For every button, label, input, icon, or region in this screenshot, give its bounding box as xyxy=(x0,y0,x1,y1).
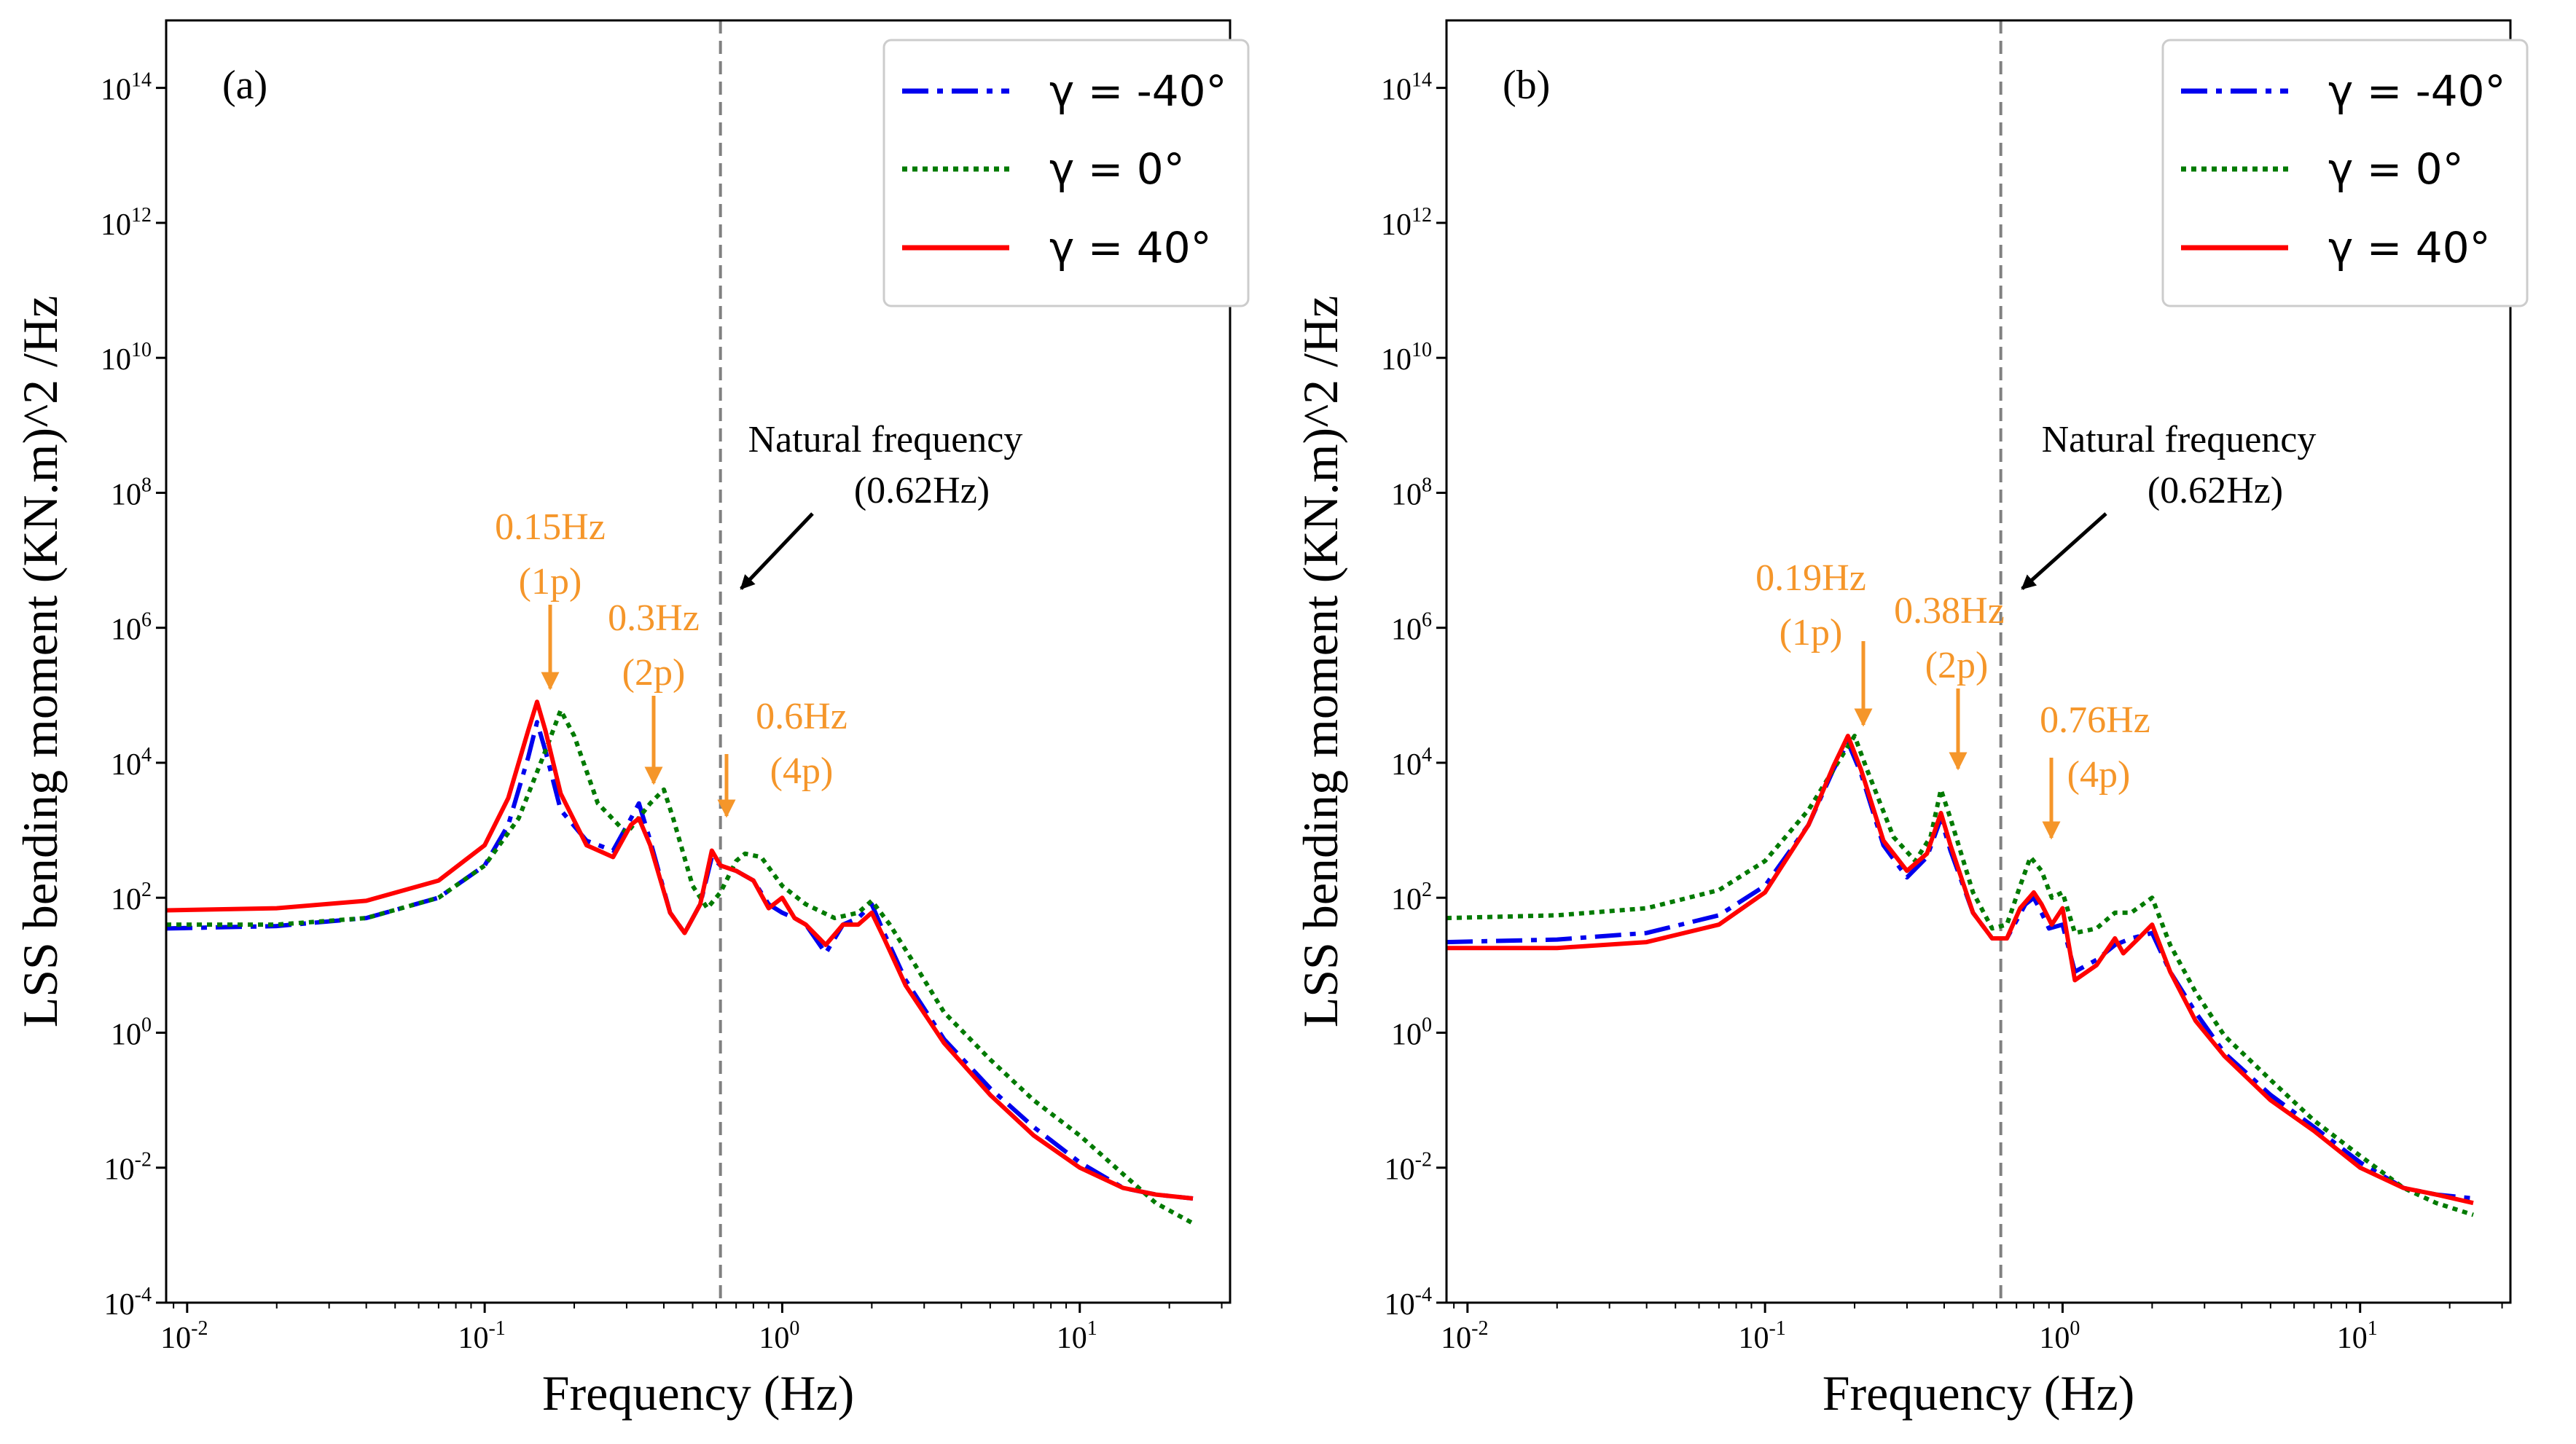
y-tick-label: 106 xyxy=(1391,609,1432,647)
x-tick-label: 10-2 xyxy=(1441,1317,1488,1355)
y-tick-label: 102 xyxy=(1391,879,1432,917)
panel-label: (a) xyxy=(222,63,267,108)
natural-frequency-value: (0.62Hz) xyxy=(2148,470,2283,511)
y-tick-label: 102 xyxy=(111,879,152,917)
annotation-2p-order: (2p) xyxy=(622,652,686,694)
y-tick-label: 108 xyxy=(1391,474,1432,511)
y-tick-label: 104 xyxy=(1391,744,1432,782)
plot-frame xyxy=(1445,19,2512,1304)
plot-frame xyxy=(165,19,1232,1304)
x-tick-label: 100 xyxy=(759,1317,799,1355)
y-tick-label: 10-2 xyxy=(104,1149,152,1187)
series-line-neg40 xyxy=(166,720,1194,1201)
y-tick-label: 106 xyxy=(111,609,152,647)
panel-b: 10-2 10-1 100 10110-410-2100102104106108101… xyxy=(1293,19,2529,1421)
x-tick-label: 10-1 xyxy=(458,1317,505,1355)
panel-a: 10-2 10-1 100 10110-410-2100102104106108101… xyxy=(12,19,1250,1421)
annotation-1p: 0.19Hz (1p) xyxy=(1755,557,1873,727)
x-tick-label: 10-2 xyxy=(160,1317,208,1355)
legend: γ = -40° γ = 0° γ = 40° xyxy=(2161,39,2529,307)
annotation-4p-freq: 0.6Hz xyxy=(756,696,847,737)
legend: γ = -40° γ = 0° γ = 40° xyxy=(882,39,1250,307)
panel-label: (b) xyxy=(1503,63,1550,108)
y-tick-label: 1010 xyxy=(1381,339,1432,377)
y-tick-label: 10-4 xyxy=(1385,1284,1432,1322)
series-line-40 xyxy=(166,699,1194,1201)
annotation-1p-freq: 0.15Hz xyxy=(495,506,606,548)
annotation-2p-freq: 0.3Hz xyxy=(608,597,700,639)
x-axis-label: Frequency (Hz) xyxy=(1823,1365,2135,1421)
annotation-4p-freq: 0.76Hz xyxy=(2040,699,2150,741)
y-tick-label: 1010 xyxy=(101,339,152,377)
y-tick-label: 108 xyxy=(111,474,152,511)
annotation-2p: 0.3Hz (2p) xyxy=(608,597,700,785)
natural-frequency-arrow xyxy=(2021,512,2107,590)
y-tick-label: 100 xyxy=(1391,1013,1432,1051)
legend-label-neg40: γ = -40° xyxy=(2328,66,2506,116)
y-tick-label: 1014 xyxy=(1381,69,1432,107)
y-tick-label: 1014 xyxy=(101,69,152,107)
legend-label-0: γ = 0° xyxy=(2328,144,2464,194)
y-tick-label: 1012 xyxy=(1381,204,1432,242)
natural-frequency-text: Natural frequency xyxy=(748,419,1023,460)
annotation-4p: 0.6Hz (4p) xyxy=(717,696,847,818)
series-line-neg40 xyxy=(1446,740,2474,1201)
series-line-0 xyxy=(1446,734,2474,1217)
legend-label-0: γ = 0° xyxy=(1049,144,1185,194)
y-tick-label: 1012 xyxy=(101,204,152,242)
series-line-40 xyxy=(1446,734,2474,1206)
natural-frequency-label: Natural frequency (0.62Hz) xyxy=(2021,419,2317,590)
legend-label-40: γ = 40° xyxy=(1049,223,1212,272)
annotation-2p-order: (2p) xyxy=(1925,645,1989,686)
annotation-2p: 0.38Hz (2p) xyxy=(1894,590,2005,771)
y-axis-label: LSS bending moment (KN.m)^2 /Hz xyxy=(1293,296,1348,1028)
natural-frequency-text: Natural frequency xyxy=(2042,419,2317,460)
legend-box xyxy=(882,39,1250,307)
annotation-1p-freq: 0.19Hz xyxy=(1755,557,1866,599)
annotation-1p-order: (1p) xyxy=(519,561,582,603)
natural-frequency-label: Natural frequency (0.62Hz) xyxy=(740,419,1023,590)
y-tick-label: 100 xyxy=(111,1013,152,1051)
y-tick-label: 104 xyxy=(111,744,152,782)
annotation-4p: 0.76Hz (4p) xyxy=(2040,699,2150,840)
annotation-1p-order: (1p) xyxy=(1780,612,1843,654)
annotation-2p-freq: 0.38Hz xyxy=(1894,590,2005,632)
y-axis-label: LSS bending moment (KN.m)^2 /Hz xyxy=(12,296,68,1028)
legend-box xyxy=(2161,39,2529,307)
x-axis-label: Frequency (Hz) xyxy=(542,1365,855,1421)
annotation-1p: 0.15Hz (1p) xyxy=(495,506,606,691)
legend-label-neg40: γ = -40° xyxy=(1049,66,1227,116)
annotation-4p-order: (4p) xyxy=(770,750,834,792)
x-tick-label: 100 xyxy=(2039,1317,2080,1355)
legend-label-40: γ = 40° xyxy=(2328,223,2491,272)
natural-frequency-value: (0.62Hz) xyxy=(854,470,990,511)
series-line-0 xyxy=(166,707,1194,1225)
y-tick-label: 10-4 xyxy=(104,1284,152,1322)
y-tick-label: 10-2 xyxy=(1385,1149,1432,1187)
x-tick-label: 10-1 xyxy=(1738,1317,1785,1355)
x-tick-label: 101 xyxy=(2337,1317,2378,1355)
annotation-4p-order: (4p) xyxy=(2067,754,2131,796)
x-tick-label: 101 xyxy=(1057,1317,1097,1355)
natural-frequency-arrow xyxy=(740,512,814,590)
